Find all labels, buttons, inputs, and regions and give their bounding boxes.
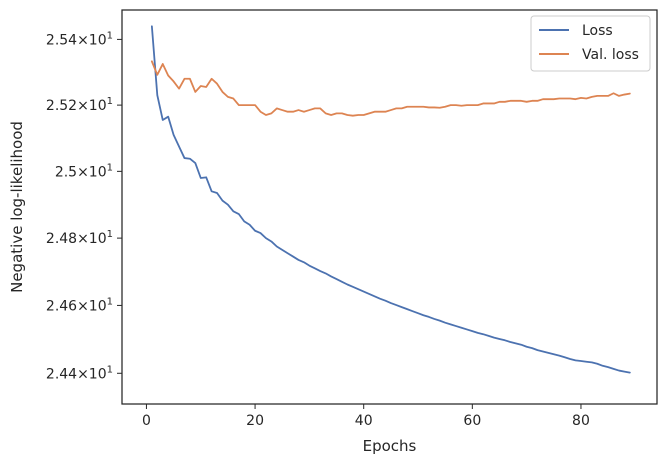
x-tick-label-4: 80 (572, 413, 590, 429)
legend-label-loss: Loss (582, 23, 613, 39)
legend-label-val-loss: Val. loss (582, 47, 639, 63)
y-tick-label-5: 2.54×101 (46, 30, 113, 48)
series-line-1 (150, 60, 631, 117)
y-axis-label: Negative log-likelihood (8, 121, 26, 293)
legend: Loss Val. loss (530, 15, 651, 72)
series-line-0 (150, 25, 631, 374)
y-tick-label-3: 2.5×101 (55, 162, 113, 180)
x-tick-label-1: 20 (246, 413, 264, 429)
plot-frame (121, 9, 658, 405)
x-tick-label-0: 0 (142, 413, 151, 429)
x-axis-label: Epochs (363, 437, 417, 455)
x-tick-label-3: 60 (463, 413, 481, 429)
x-tick-label-2: 40 (355, 413, 373, 429)
y-tick-label-4: 2.52×101 (46, 96, 113, 114)
y-tick-label-1: 2.46×101 (46, 296, 113, 314)
y-tick-label-0: 2.44×101 (46, 364, 113, 382)
y-tick-label-2: 2.48×101 (46, 229, 113, 247)
